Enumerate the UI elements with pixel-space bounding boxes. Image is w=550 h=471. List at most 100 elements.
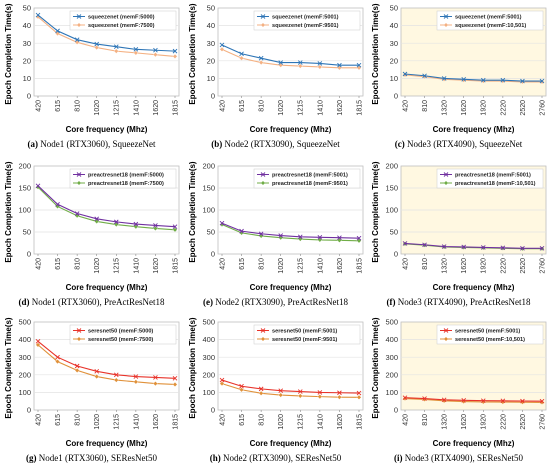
y-tick-label: 50 <box>207 4 215 13</box>
data-point <box>133 374 139 379</box>
caption-text: Node1 (RTX3060), SqueezeNet <box>40 139 156 149</box>
y-tick-label: 0 <box>27 250 31 259</box>
caption-text: Node2 (RTX3090), SEResNet50 <box>223 453 342 463</box>
data-point <box>239 228 244 234</box>
x-tick-label: 420 <box>402 414 409 426</box>
legend-label: squeezenet (memF:9501) <box>272 23 339 29</box>
data-point <box>500 245 506 251</box>
data-point <box>317 394 323 400</box>
data-point <box>35 342 41 348</box>
y-tick-label: 150 <box>385 184 398 193</box>
series-line <box>221 383 360 398</box>
x-tick-label: 1410 <box>317 100 324 116</box>
data-point <box>520 398 525 404</box>
data-point <box>219 46 225 52</box>
data-point <box>239 387 244 393</box>
y-tick-label: 200 <box>18 370 31 379</box>
data-point <box>94 368 100 374</box>
data-point <box>422 242 427 248</box>
x-tick-label: 1815 <box>356 258 363 274</box>
y-tick-label: 0 <box>394 406 398 415</box>
figure-caption: (e) Node2 (RTX3090), PreActResNet18 <box>184 297 367 307</box>
chart-svg: 0 50 100 150 200 420 615 810 1020 1215 1410 1620 181… <box>4 161 180 292</box>
series-line <box>404 242 542 249</box>
x-axis-title: Core frequency (Mhz) <box>66 439 148 448</box>
data-point <box>219 220 225 226</box>
x-tick-label: 615 <box>239 100 246 112</box>
legend-box <box>436 168 544 189</box>
legend-marker <box>76 328 82 333</box>
series-line <box>37 340 176 379</box>
data-point <box>258 55 264 61</box>
chart-panel: 0 100 200 300 400 500 420 810 1320 1620 1920 2220 25… <box>367 314 550 471</box>
legend-marker <box>77 337 81 341</box>
data-point <box>219 381 225 387</box>
data-point <box>278 233 284 238</box>
data-point <box>297 60 303 65</box>
data-point <box>480 77 486 83</box>
data-point <box>74 363 80 369</box>
x-tick-label: 1410 <box>133 100 140 116</box>
data-point <box>113 219 119 225</box>
caption-letter: (a) <box>27 139 39 149</box>
data-point <box>55 201 60 207</box>
data-point <box>278 60 284 65</box>
x-tick-label: 1620 <box>461 258 468 274</box>
y-tick-label: 0 <box>27 406 31 415</box>
figure-caption: (f) Node3 (RTX4090), PreActResNet18 <box>367 297 550 307</box>
caption-letter: (d) <box>18 297 30 307</box>
data-point <box>297 234 303 240</box>
y-tick-label: 20 <box>207 56 215 65</box>
x-tick-label: 810 <box>259 258 266 270</box>
y-tick-label: 150 <box>18 184 31 193</box>
y-tick-label: 300 <box>18 353 31 362</box>
legend-label: seresnet50 (memF:5000) <box>88 329 153 335</box>
x-tick-label: 1410 <box>133 414 140 430</box>
series-line <box>37 185 176 228</box>
x-tick-label: 1920 <box>481 414 488 430</box>
legend-label: preactresnet18 (memF:9501) <box>272 181 348 187</box>
data-point <box>133 221 139 227</box>
y-tick-label: 50 <box>207 228 215 237</box>
y-tick-label: 10 <box>390 74 398 83</box>
x-tick-label: 1815 <box>172 100 179 116</box>
legend-box <box>69 168 177 189</box>
data-point <box>461 76 467 82</box>
x-tick-label: 1020 <box>278 100 285 116</box>
legend-label: preactresnet18 (memF:5000) <box>88 173 164 179</box>
x-tick-label: 420 <box>402 100 409 112</box>
legend-box <box>253 168 361 189</box>
legend-label: seresnet50 (memF:10,501) <box>455 337 525 343</box>
data-point <box>356 394 362 400</box>
chart-svg: 0 50 100 150 200 420 615 810 1020 1215 1410 1620 181… <box>188 161 364 292</box>
legend-marker <box>260 328 266 333</box>
figure-caption: (b) Node2 (RTX3090), SqueezeNet <box>184 139 367 149</box>
legend-label: preactresnet18 (memF:5001) <box>455 173 531 179</box>
data-point <box>35 12 41 18</box>
data-point <box>441 397 447 403</box>
data-point <box>258 60 264 65</box>
y-axis-title: Epoch Completion Time(s) <box>371 3 380 105</box>
y-axis-title: Epoch Completion Time(s) <box>4 161 13 263</box>
data-point <box>480 245 486 250</box>
x-tick-label: 810 <box>259 100 266 112</box>
y-tick-label: 500 <box>385 318 398 327</box>
data-point <box>74 211 80 216</box>
data-point <box>239 51 244 57</box>
data-point <box>35 184 41 190</box>
y-tick-label: 10 <box>23 74 31 83</box>
y-tick-label: 100 <box>202 388 215 397</box>
x-tick-label: 1020 <box>278 414 285 430</box>
y-tick-label: 400 <box>18 335 31 344</box>
y-tick-label: 200 <box>18 162 31 171</box>
y-tick-label: 100 <box>385 388 398 397</box>
x-tick-label: 810 <box>422 258 429 270</box>
x-tick-label: 810 <box>422 414 429 426</box>
x-tick-label: 810 <box>75 258 82 270</box>
data-point <box>480 398 486 403</box>
legend-label: preactresnet18 (memF:5001) <box>272 173 348 179</box>
y-tick-label: 200 <box>385 370 398 379</box>
legend-marker <box>443 328 449 333</box>
chart-panel: 0 50 100 150 200 420 810 1320 1620 1920 2220 2520 27… <box>367 158 550 315</box>
x-tick-label: 2220 <box>500 414 507 430</box>
